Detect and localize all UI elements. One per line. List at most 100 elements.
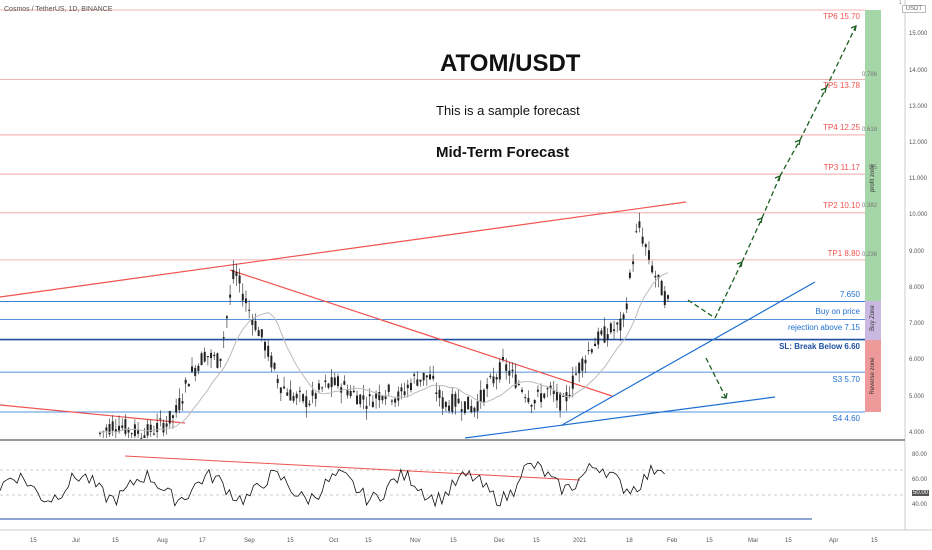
candle [578, 361, 581, 383]
forecast-label: Mid-Term Forecast [436, 144, 570, 161]
candle [295, 391, 298, 406]
candle [505, 358, 508, 380]
candle [467, 396, 470, 410]
candle [555, 383, 558, 409]
candle [302, 393, 305, 404]
price-axis-tick: 13.000 [909, 103, 928, 110]
candle [429, 366, 432, 381]
candle [441, 391, 444, 416]
candle [397, 386, 400, 407]
lower-blue-trendline [464, 396, 776, 439]
fib-382: 0.382 [861, 203, 877, 209]
forecast-arrow-segment [779, 139, 801, 177]
candle [184, 377, 187, 393]
candle [594, 337, 597, 347]
tp2-label: TP2 10.10 [823, 201, 860, 210]
candle [425, 375, 428, 386]
candle [276, 374, 279, 389]
candle [124, 414, 127, 437]
candle [511, 362, 514, 378]
candle [260, 328, 263, 342]
price-axis-tick: 5.000 [909, 393, 925, 400]
candle [476, 393, 479, 419]
candle [232, 260, 235, 284]
candle [336, 373, 339, 389]
candle [317, 379, 320, 394]
candle [371, 395, 374, 408]
support-trendline [561, 281, 816, 426]
candle [600, 328, 603, 337]
candle [241, 283, 244, 307]
candle [559, 391, 562, 418]
candle [416, 371, 419, 387]
date-axis-tick: Mar [748, 538, 759, 544]
candle [616, 321, 619, 333]
candle [321, 386, 324, 392]
s4-label: S4 4.60 [832, 414, 860, 423]
candle [257, 326, 260, 337]
candle [470, 399, 473, 414]
candle [482, 388, 485, 406]
candle [270, 351, 273, 373]
currency-badge[interactable]: USDT [901, 5, 926, 13]
candle [508, 361, 511, 384]
candle [286, 388, 289, 396]
candle [409, 378, 412, 393]
candle [606, 327, 609, 347]
candle [267, 339, 270, 362]
candle [463, 401, 466, 416]
candle [311, 381, 314, 404]
date-axis-tick: Nov [410, 538, 421, 544]
candle [197, 363, 200, 375]
profit-zone [865, 10, 881, 301]
date-axis-tick: 15 [871, 538, 878, 544]
candle [206, 355, 209, 366]
top-right-mark: 1 [898, 0, 902, 6]
candle [216, 352, 219, 369]
candle [635, 223, 638, 234]
date-axis-tick: Oct [329, 538, 339, 544]
price-axis-tick: 14.000 [909, 67, 928, 74]
candle [305, 389, 308, 418]
level-7650-label: 7.650 [839, 290, 860, 299]
forecast-arrow-segment [799, 87, 827, 141]
tp3-label: TP3 11.17 [823, 163, 860, 172]
candle [460, 401, 463, 421]
candle [543, 392, 546, 400]
price-axis-tick: 4.000 [909, 429, 925, 436]
candle [657, 274, 660, 288]
candle [143, 427, 146, 438]
candle [622, 312, 625, 328]
candle [149, 419, 152, 437]
candle [501, 348, 504, 363]
reverse-zone-label: Reverse zone [870, 357, 876, 395]
candle [438, 385, 441, 407]
date-axis-tick: 2021 [573, 538, 587, 544]
candle [498, 358, 501, 383]
candle [489, 373, 492, 380]
candle [454, 391, 457, 415]
candle [660, 279, 663, 296]
candle [613, 320, 616, 340]
candle [495, 373, 498, 390]
candle [514, 363, 517, 390]
candle [530, 403, 533, 413]
date-axis-tick: 17 [199, 538, 206, 544]
candle [492, 367, 495, 388]
date-axis-tick: Jul [72, 538, 80, 544]
tp5-label: TP5 13.78 [823, 81, 860, 90]
date-axis-tick: 15 [785, 538, 792, 544]
candle [524, 394, 527, 403]
candle [346, 384, 349, 399]
candle [473, 406, 476, 418]
candle [479, 380, 482, 409]
candle [130, 432, 133, 438]
date-axis-tick: 15 [30, 538, 37, 544]
tp1-label: TP1 8.80 [827, 249, 860, 258]
fib-236: 0.236 [861, 252, 877, 258]
candle [375, 390, 378, 409]
candle [146, 419, 149, 438]
candle [638, 212, 641, 233]
candle [654, 270, 657, 288]
